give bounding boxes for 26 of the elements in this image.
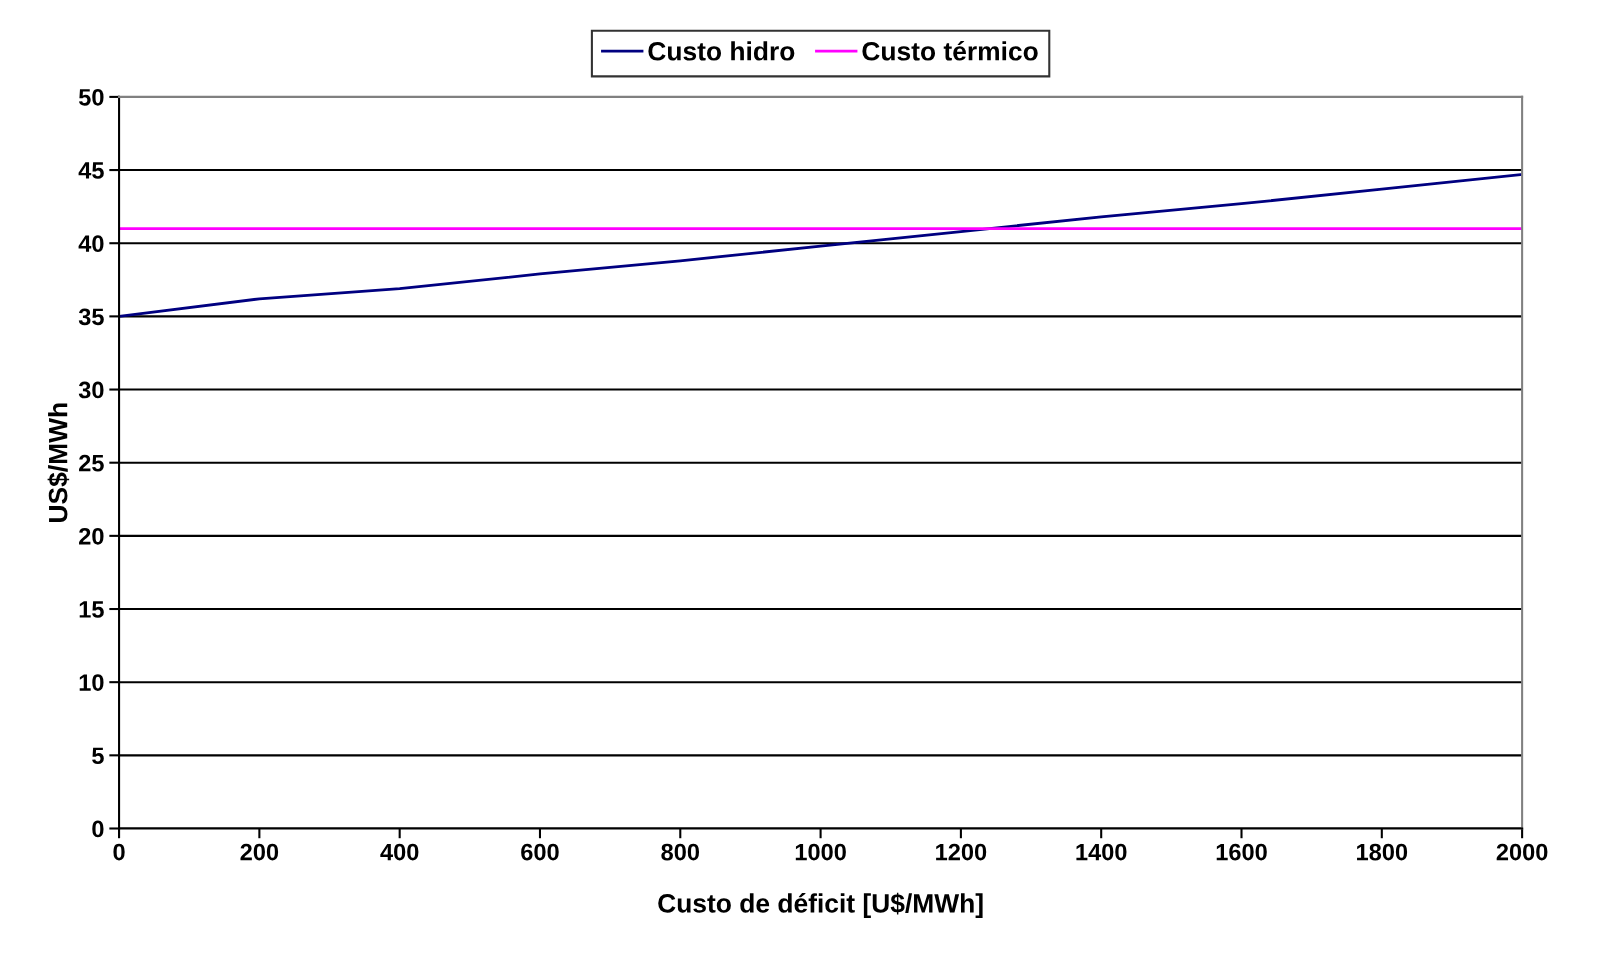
x-tick-label: 400 bbox=[380, 843, 419, 861]
y-tick-label: 25 bbox=[79, 454, 104, 472]
y-tick-label: 15 bbox=[79, 601, 104, 618]
x-tick-label: 1200 bbox=[936, 843, 987, 861]
y-tick-label: 30 bbox=[78, 381, 104, 399]
legend-label: Custo térmico bbox=[862, 41, 1038, 61]
x-tick-label: 0 bbox=[113, 843, 125, 861]
y-tick-label: 45 bbox=[78, 162, 104, 179]
y-tick-label: 20 bbox=[79, 527, 104, 545]
y-tick-label: 50 bbox=[78, 88, 104, 106]
y-tick-label: 5 bbox=[92, 747, 104, 765]
x-tick-label: 600 bbox=[521, 843, 559, 861]
y-tick-label: 35 bbox=[78, 308, 104, 326]
x-tick-label: 1400 bbox=[1076, 843, 1127, 861]
legend-label: Custo hidro bbox=[648, 41, 795, 61]
y-axis-title: US$/MWh bbox=[47, 403, 70, 522]
x-tick-label: 1800 bbox=[1357, 843, 1408, 861]
x-tick-label: 800 bbox=[661, 843, 700, 861]
x-tick-label: 1600 bbox=[1216, 843, 1267, 861]
x-tick-label: 200 bbox=[240, 843, 279, 861]
x-tick-label: 2000 bbox=[1496, 843, 1548, 861]
y-tick-label: 10 bbox=[79, 674, 104, 691]
x-axis-title: Custo de déficit [U$/MWh] bbox=[658, 892, 983, 918]
y-tick-label: 40 bbox=[78, 235, 104, 253]
x-tick-label: 1000 bbox=[795, 843, 846, 861]
y-tick-label: 0 bbox=[92, 820, 104, 838]
